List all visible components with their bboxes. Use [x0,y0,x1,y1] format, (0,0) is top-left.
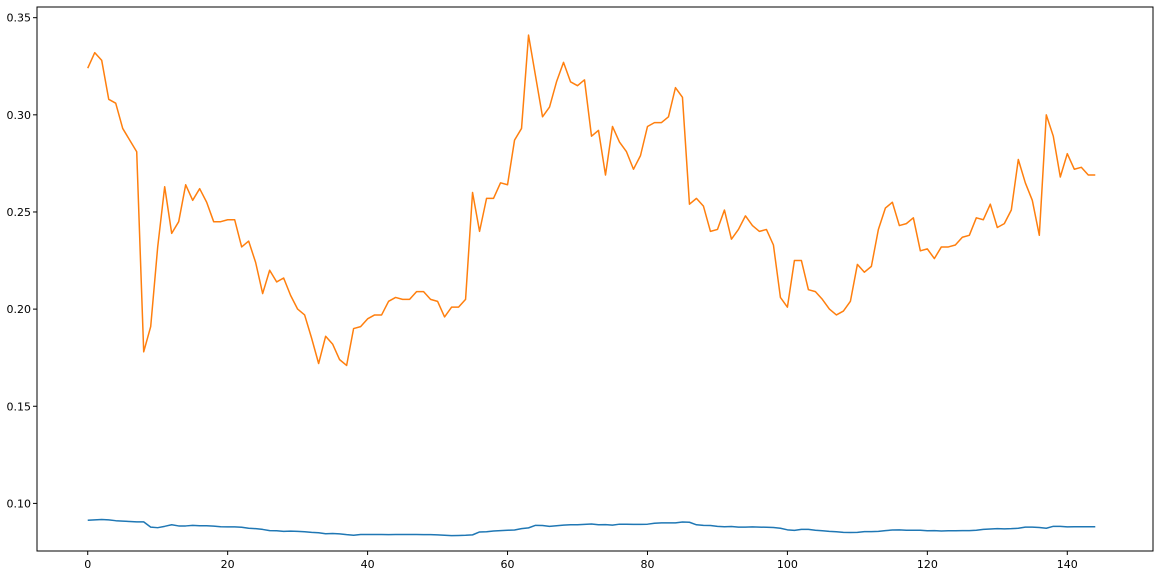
series-layer [87,34,1096,537]
y-tick-label: 0.35 [7,12,32,25]
x-tick-label: 0 [84,558,91,571]
x-axis: 0 20 40 60 80 100 120 140 [84,551,1078,571]
series-line-1 [87,518,1096,537]
series-line-2 [87,34,1096,367]
y-axis: 0.10 0.15 0.20 0.25 0.30 0.35 [7,12,37,510]
x-tick-label: 40 [361,558,375,571]
x-tick-label: 80 [640,558,654,571]
y-tick-label: 0.10 [7,497,32,510]
y-tick-label: 0.25 [7,206,32,219]
y-tick-label: 0.15 [7,400,32,413]
x-tick-label: 140 [1057,558,1078,571]
y-tick-label: 0.20 [7,303,32,316]
x-tick-label: 60 [501,558,515,571]
y-tick-label: 0.30 [7,109,32,122]
x-tick-label: 120 [917,558,938,571]
x-tick-label: 100 [777,558,798,571]
plot-area-frame [36,6,1154,552]
x-tick-label: 20 [221,558,235,571]
